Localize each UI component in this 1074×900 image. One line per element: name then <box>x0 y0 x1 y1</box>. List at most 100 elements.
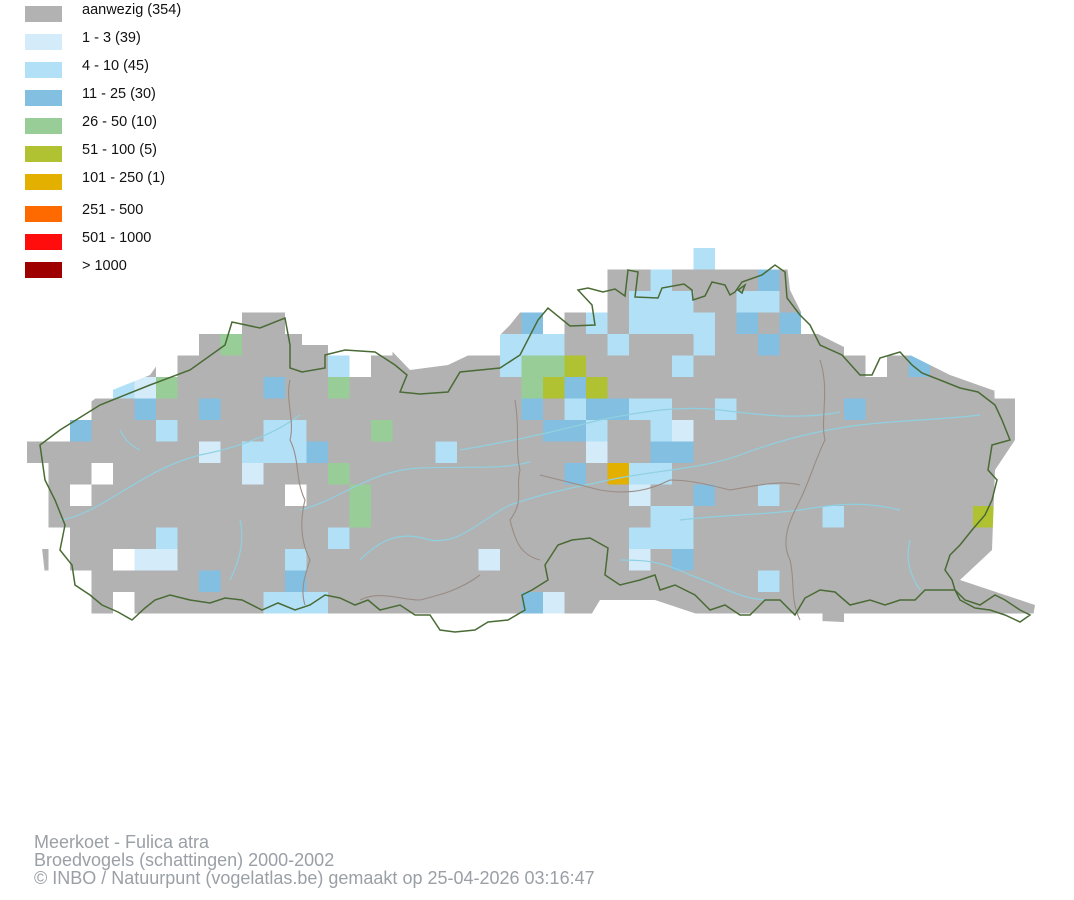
grid-cell <box>650 570 672 592</box>
grid-cell <box>371 420 393 442</box>
grid-cell <box>887 377 909 399</box>
grid-cell <box>715 377 737 399</box>
grid-cell <box>177 355 199 377</box>
grid-cell <box>177 527 199 549</box>
grid-cell <box>177 398 199 420</box>
grid-cell <box>134 506 156 528</box>
grid-cell <box>199 570 221 592</box>
grid-cell <box>263 463 285 485</box>
grid-cell <box>930 506 952 528</box>
grid-cell <box>908 484 930 506</box>
grid-cell <box>887 506 909 528</box>
grid-cell <box>91 441 113 463</box>
grid-cell <box>779 312 801 334</box>
grid-cell <box>199 506 221 528</box>
grid-cell <box>48 441 70 463</box>
grid-cell <box>736 420 758 442</box>
grid-cell <box>543 377 565 399</box>
dataset-name: Broedvogels (schattingen) 2000-2002 <box>34 850 335 870</box>
grid-cell <box>156 549 178 571</box>
grid-cell <box>1016 484 1035 506</box>
legend-swatch <box>25 34 62 50</box>
grid-cell <box>177 592 199 614</box>
grid-cell <box>930 463 952 485</box>
grid-cell <box>543 463 565 485</box>
grid-cell <box>715 291 737 313</box>
grid-cell <box>113 570 135 592</box>
grid-cell <box>586 506 608 528</box>
grid-cell <box>844 592 866 614</box>
grid-cell <box>693 592 715 614</box>
grid-cell <box>435 398 457 420</box>
province-border <box>539 474 801 493</box>
grid-cell <box>543 506 565 528</box>
grid-cell <box>414 463 436 485</box>
grid-cell <box>156 484 178 506</box>
grid-cell <box>693 570 715 592</box>
grid-cell <box>521 355 543 377</box>
grid-cell <box>242 441 264 463</box>
grid-cell <box>650 420 672 442</box>
grid-cell <box>607 484 629 506</box>
grid-cell <box>564 527 586 549</box>
grid-cell <box>306 441 328 463</box>
grid-cell <box>973 570 995 592</box>
grid-cell <box>392 398 414 420</box>
grid-cell <box>650 463 672 485</box>
grid-cell <box>607 269 629 291</box>
grid-cell <box>801 463 823 485</box>
grid-cell <box>199 377 221 399</box>
legend-label: 501 - 1000 <box>82 230 152 246</box>
grid-cell <box>478 527 500 549</box>
grid-cell <box>91 506 113 528</box>
grid-cell <box>306 463 328 485</box>
grid-cell <box>607 377 629 399</box>
grid-cell <box>113 463 135 485</box>
grid-cell <box>457 377 479 399</box>
legend-item: 251 - 500 <box>25 200 325 228</box>
grid-cell <box>70 463 92 485</box>
grid-cell <box>500 312 522 334</box>
grid-cell <box>414 377 436 399</box>
grid-cell <box>371 398 393 420</box>
grid-cell <box>564 420 586 442</box>
grid-cell <box>586 463 608 485</box>
grid-cell <box>779 269 801 291</box>
legend-swatch <box>25 6 62 22</box>
grid-cell <box>650 312 672 334</box>
grid-cell <box>908 377 930 399</box>
grid-cell <box>306 527 328 549</box>
grid-cell <box>736 355 758 377</box>
grid-cell <box>306 398 328 420</box>
grid-cell <box>607 398 629 420</box>
grid-cell <box>736 377 758 399</box>
grid-cell <box>371 377 393 399</box>
grid-cell <box>994 463 1016 485</box>
grid-cell <box>113 506 135 528</box>
grid-cell <box>994 592 1016 614</box>
grid-cell <box>586 355 608 377</box>
grid-cell <box>1016 549 1035 571</box>
grid-cell <box>779 484 801 506</box>
grid-cell <box>134 592 156 614</box>
grid-cell <box>349 441 371 463</box>
grid-cell <box>435 463 457 485</box>
grid-cell <box>134 484 156 506</box>
grid-cell <box>758 269 780 291</box>
grid-cell <box>908 398 930 420</box>
grid-cell <box>629 312 651 334</box>
grid-cell <box>887 441 909 463</box>
grid-cell <box>328 463 350 485</box>
grid-cell <box>908 420 930 442</box>
grid-cell <box>371 355 393 377</box>
grid-cell <box>650 441 672 463</box>
grid-cell <box>951 463 973 485</box>
grid-cell <box>91 592 113 614</box>
grid-cell <box>715 398 737 420</box>
grid-cell <box>844 420 866 442</box>
grid-cell <box>156 592 178 614</box>
river <box>619 559 771 601</box>
grid-cell <box>736 291 758 313</box>
grid-cell <box>930 355 952 377</box>
grid-cell <box>306 377 328 399</box>
